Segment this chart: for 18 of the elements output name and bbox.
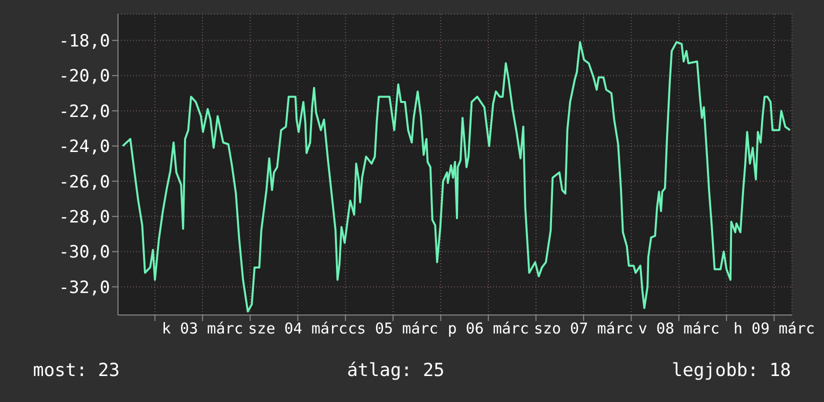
x-tick-label: p 06 márc — [448, 320, 529, 338]
x-tick-label: szo 07 márc — [534, 320, 634, 338]
text: átlag: 25 — [346, 360, 445, 381]
text: legjobb: 18 — [672, 360, 791, 381]
x-tick-label: cs 05 márc — [348, 320, 438, 338]
y-tick-label: -30,0 — [58, 242, 110, 263]
y-tick-label: -24,0 — [58, 137, 110, 158]
x-tick-label: v 08 márc — [638, 320, 720, 338]
y-tick-label: -22,0 — [58, 102, 110, 122]
y-tick-label: -20,0 — [58, 66, 110, 87]
y-tick-label: -18,0 — [58, 31, 110, 52]
text: most: 23 — [33, 360, 120, 381]
x-tick-label: k 03 márc — [162, 320, 244, 338]
y-tick-label: -28,0 — [58, 207, 110, 228]
y-tick-label: -32,0 — [58, 278, 110, 298]
x-tick-label: h 09 márc — [733, 320, 815, 338]
x-tick-label: sze 04 márc — [248, 320, 348, 338]
y-tick-label: -26,0 — [58, 172, 110, 192]
